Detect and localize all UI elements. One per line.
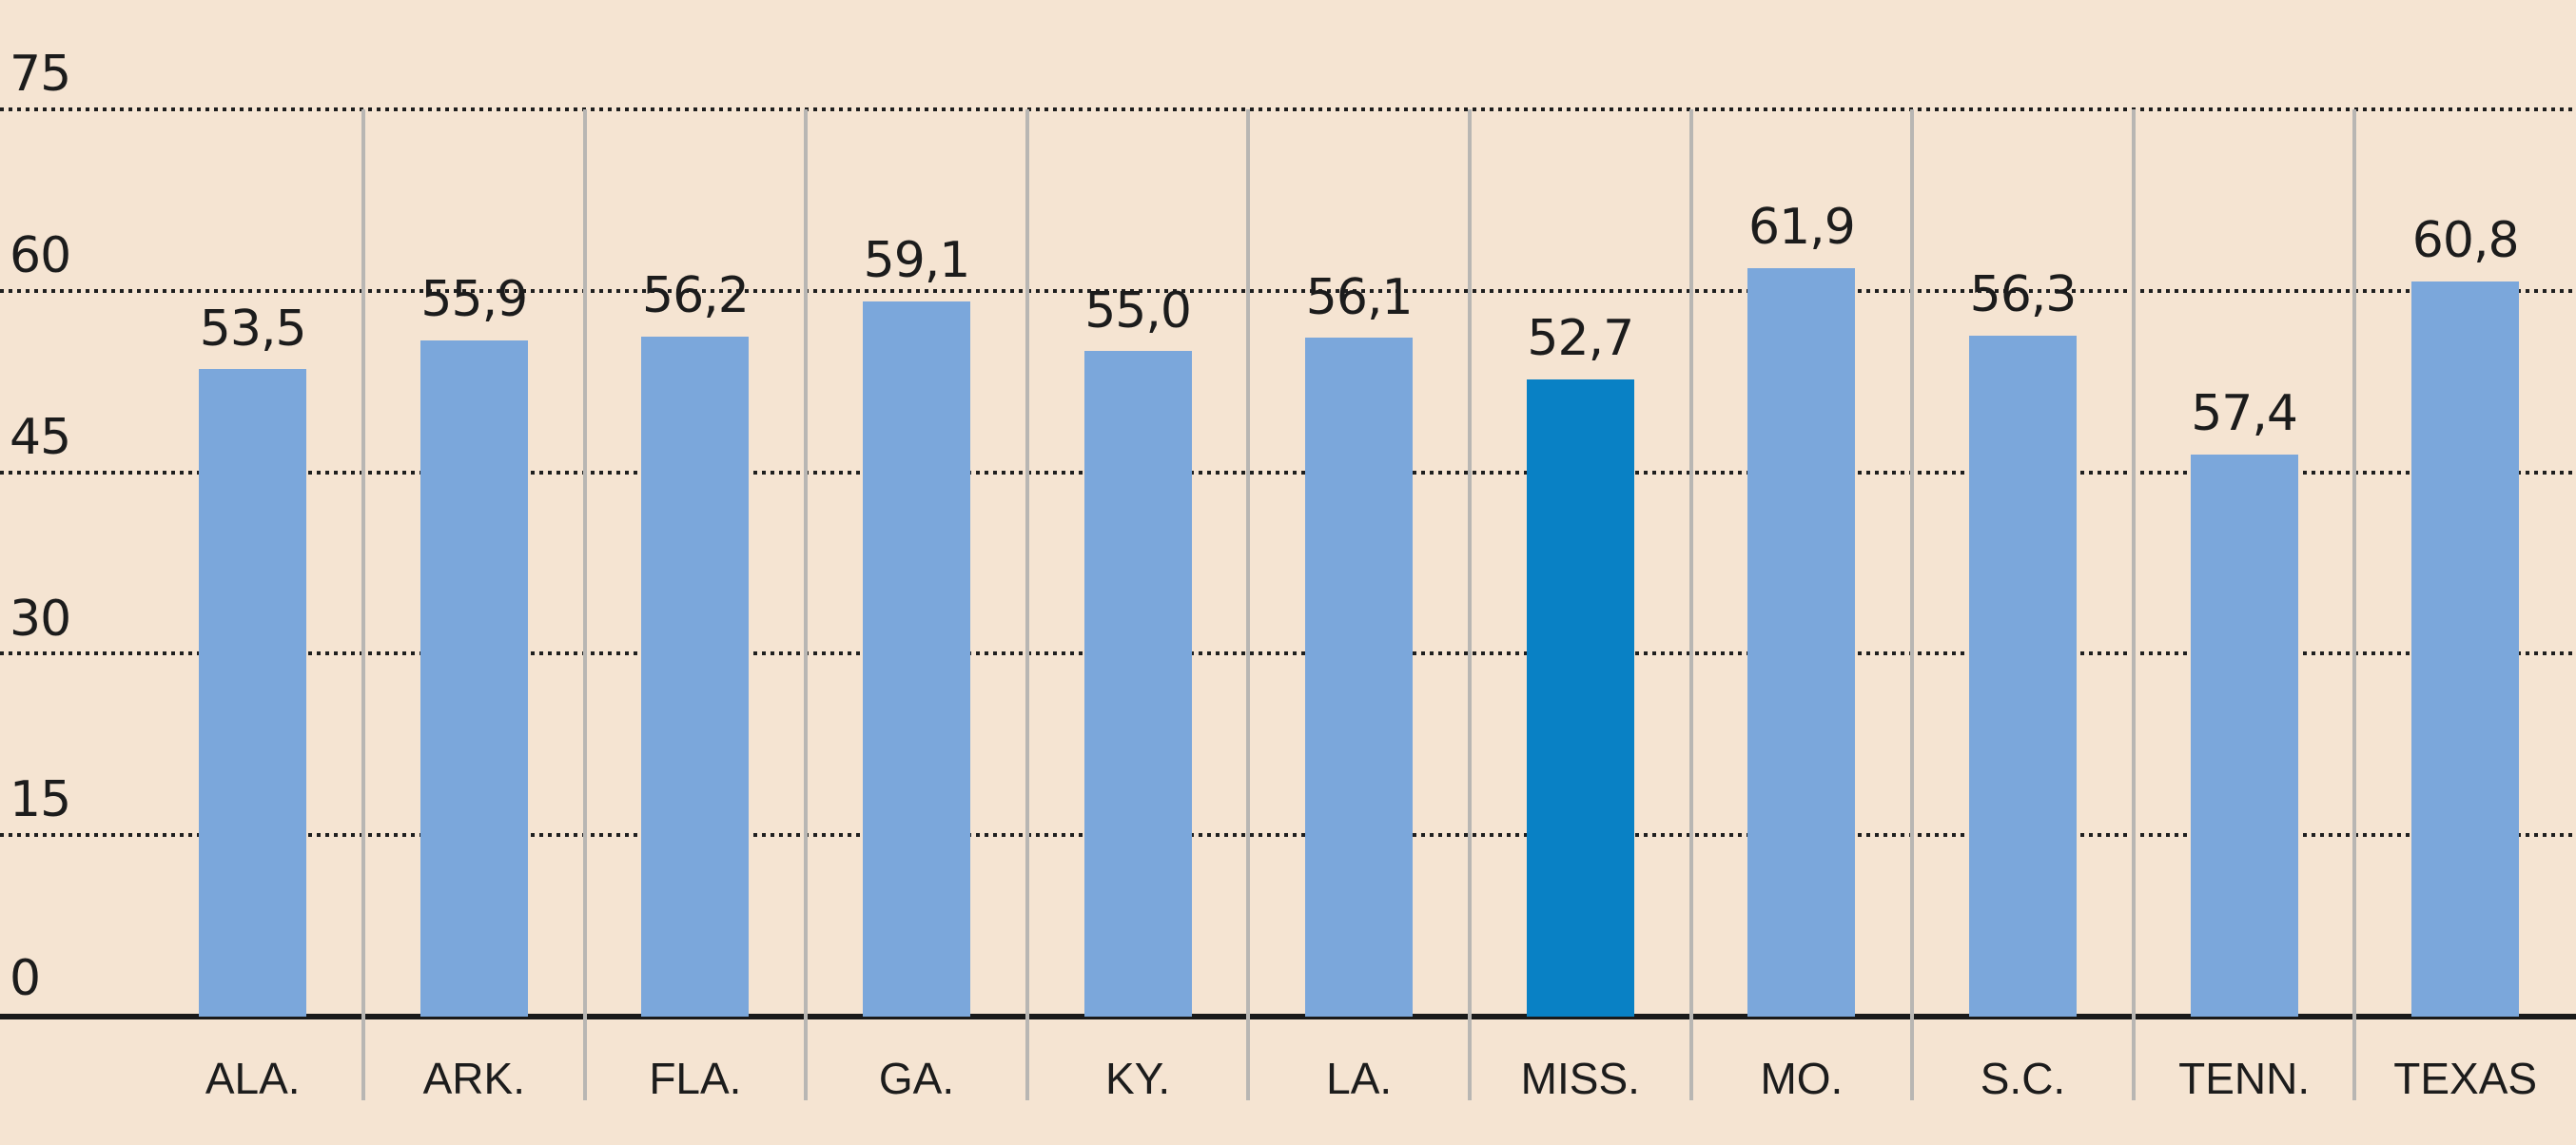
x-axis-label-miss: MISS.	[1520, 1054, 1640, 1103]
bar-value-label-ky: 55,0	[1084, 281, 1192, 340]
column-separator	[2131, 109, 2136, 1100]
gridline-15	[0, 833, 2576, 838]
y-tick-label-60: 60	[10, 227, 71, 285]
bar-value-label-la: 56,1	[1305, 268, 1414, 326]
x-axis-label-ala: ALA.	[205, 1054, 301, 1103]
gridline-75	[0, 107, 2576, 111]
x-axis-line	[0, 1014, 2576, 1019]
bar-fla	[641, 337, 750, 1017]
x-axis-label-mo: MO.	[1760, 1054, 1844, 1103]
y-tick-label-0: 0	[10, 950, 41, 1008]
gridline-30	[0, 651, 2576, 656]
gridline-60	[0, 288, 2576, 293]
bar-value-label-ga: 59,1	[863, 232, 971, 290]
column-separator	[1688, 109, 1693, 1100]
bar-ark	[420, 340, 528, 1017]
bar-value-label-ark: 55,9	[420, 271, 528, 329]
bar-value-label-ala: 53,5	[199, 300, 307, 358]
column-separator	[804, 109, 809, 1100]
y-tick-label-30: 30	[10, 590, 71, 648]
column-separator	[361, 109, 365, 1100]
bar-ala	[199, 369, 307, 1017]
bar-value-label-texas: 60,8	[2411, 211, 2520, 269]
bar-tenn	[2190, 454, 2298, 1017]
y-tick-label-15: 15	[10, 771, 71, 829]
bar-ga	[863, 301, 970, 1017]
y-tick-label-45: 45	[10, 408, 71, 466]
bar-value-label-tenn: 57,4	[2191, 384, 2298, 442]
x-axis-label-fla: FLA.	[649, 1054, 742, 1103]
column-separator	[1910, 109, 1915, 1100]
bar-miss	[1526, 378, 1634, 1017]
column-separator	[1246, 109, 1251, 1100]
bar-value-label-mo: 61,9	[1748, 198, 1856, 256]
gridline-45	[0, 470, 2576, 475]
bar-texas	[2411, 281, 2520, 1017]
bar-value-label-fla: 56,2	[642, 267, 750, 325]
bar-value-label-sc: 56,3	[1969, 266, 2078, 324]
x-axis-label-ga: GA.	[878, 1054, 955, 1103]
x-axis-label-ky: KY.	[1104, 1054, 1171, 1103]
column-separator	[1468, 109, 1472, 1100]
x-axis-label-sc: S.C.	[1980, 1054, 2066, 1103]
column-separator	[1025, 109, 1029, 1100]
column-separator	[582, 109, 587, 1100]
bar-mo	[1747, 267, 1856, 1017]
bar-la	[1305, 338, 1414, 1017]
x-axis-label-texas: TEXAS	[2393, 1054, 2538, 1103]
bar-value-label-miss: 52,7	[1527, 309, 1634, 367]
column-separator	[2352, 109, 2357, 1100]
x-axis-label-ark: ARK.	[422, 1054, 525, 1103]
x-axis-label-la: LA.	[1326, 1054, 1393, 1103]
bar-ky	[1083, 351, 1192, 1017]
y-tick-label-75: 75	[10, 46, 71, 104]
x-axis-label-tenn: TENN.	[2178, 1054, 2311, 1103]
bar-sc	[1969, 335, 2077, 1017]
